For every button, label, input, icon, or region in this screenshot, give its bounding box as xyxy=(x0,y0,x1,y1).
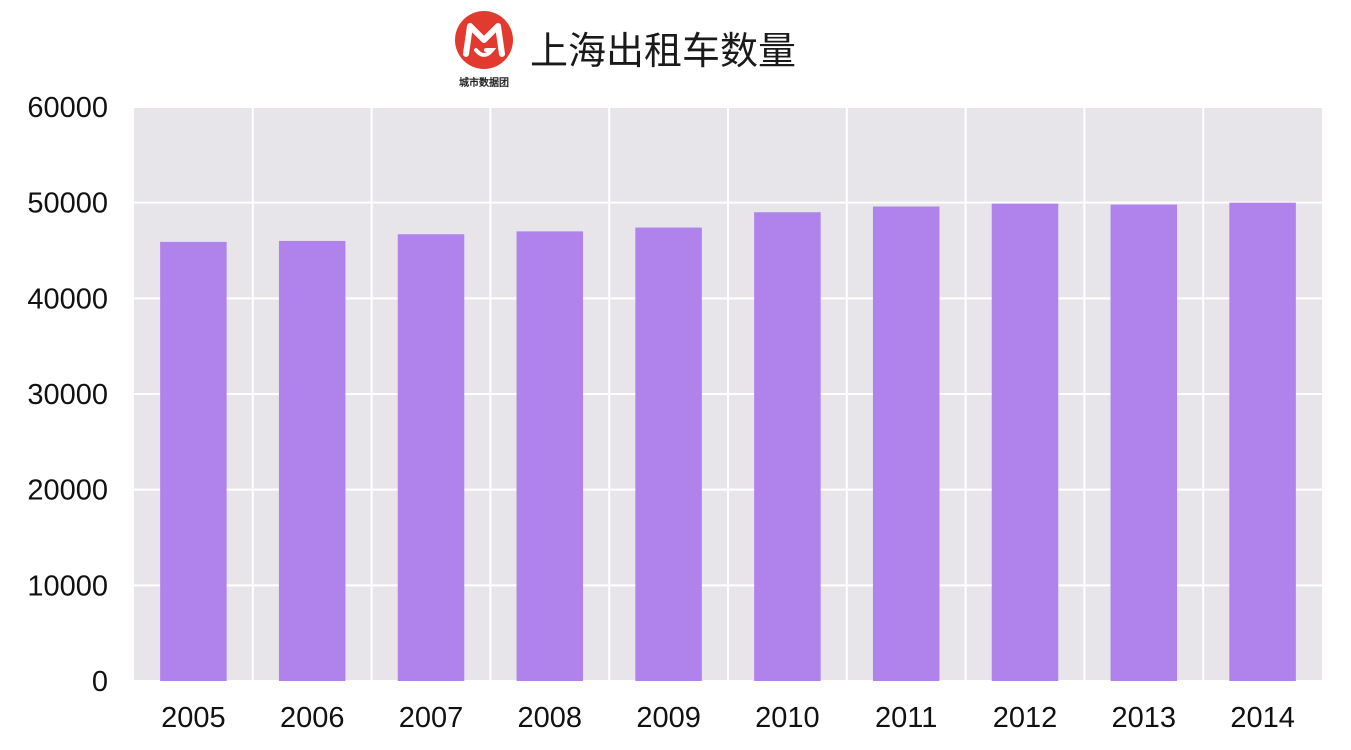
x-tick-label: 2013 xyxy=(1112,702,1177,734)
x-tick-label: 2014 xyxy=(1230,702,1295,734)
bar-2012 xyxy=(991,203,1059,681)
bar-2007 xyxy=(397,234,465,681)
x-tick-label: 2011 xyxy=(875,702,937,734)
y-tick-label: 20000 xyxy=(27,475,108,507)
bar-2014 xyxy=(1229,202,1296,681)
bar-2010 xyxy=(754,212,821,681)
bar-2011 xyxy=(872,206,940,681)
y-axis-ticks: 0 10000 20000 30000 40000 50000 60000 xyxy=(27,92,108,698)
city-data-team-logo-icon xyxy=(455,11,513,69)
x-tick-label: 2006 xyxy=(280,702,345,734)
x-tick-label: 2009 xyxy=(636,702,701,734)
bar-2006 xyxy=(278,240,346,681)
y-tick-label: 50000 xyxy=(27,188,108,220)
chart-header: 城市数据团 上海出租车数量 xyxy=(452,8,872,90)
logo-caption: 城市数据团 xyxy=(459,78,509,89)
x-axis-ticks: 2005 2006 2007 2008 2009 2010 2011 2012 2013 2014 xyxy=(161,702,1295,734)
logo: 城市数据团 xyxy=(452,10,516,90)
x-tick-label: 2008 xyxy=(518,702,583,734)
bar-2013 xyxy=(1110,204,1178,681)
bar-2008 xyxy=(516,231,584,681)
y-tick-label: 30000 xyxy=(27,379,108,411)
bar-2005 xyxy=(160,241,227,681)
y-tick-label: 10000 xyxy=(27,570,108,602)
y-tick-label: 0 xyxy=(92,666,108,698)
x-tick-label: 2007 xyxy=(399,702,464,734)
chart-title: 上海出租车数量 xyxy=(530,29,797,73)
bar-2009 xyxy=(635,227,702,682)
y-tick-label: 60000 xyxy=(27,92,108,124)
x-tick-label: 2010 xyxy=(755,702,820,734)
y-tick-label: 40000 xyxy=(27,283,108,315)
x-tick-label: 2012 xyxy=(993,702,1058,734)
bars xyxy=(160,202,1296,682)
x-tick-label: 2005 xyxy=(161,702,226,734)
